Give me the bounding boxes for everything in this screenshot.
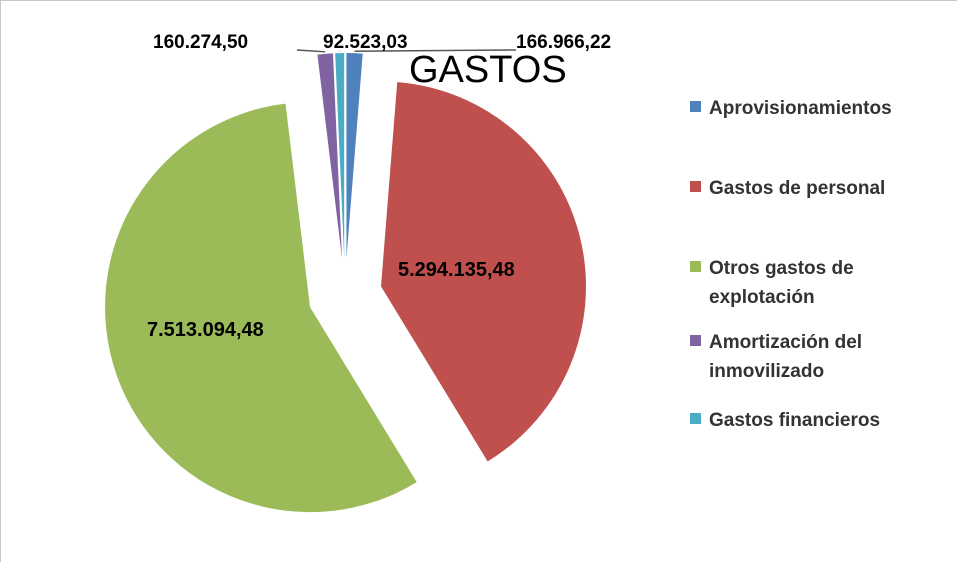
- legend-label: Aprovisionamientos: [709, 98, 892, 119]
- leader-line-aprovisionamientos: [354, 49, 517, 52]
- data-label-gastos-financieros: 92.523,03: [323, 32, 408, 53]
- chart-title: GASTOS: [409, 49, 567, 91]
- slice-gastos-personal: [380, 82, 586, 462]
- data-label-otros-gastos: 7.513.094,48: [147, 319, 264, 341]
- legend-label: Gastos financieros: [709, 410, 881, 431]
- slice-otros-gastos: [105, 103, 417, 513]
- slice-gastos-financieros: [335, 53, 345, 259]
- legend-item-amortizacion: Amortización del inmovilizado: [690, 328, 909, 386]
- leader-line-amortizacion: [296, 49, 326, 53]
- legend-swatch: [690, 261, 701, 272]
- legend-swatch: [690, 181, 701, 192]
- leader-lines: [296, 49, 517, 53]
- legend-swatch: [690, 413, 701, 424]
- legend-swatch: [690, 101, 701, 112]
- data-label-amortizacion: 160.274,50: [153, 32, 248, 53]
- slice-amortizacion: [317, 53, 342, 259]
- legend-item-gastos-personal: Gastos de personal: [690, 174, 944, 203]
- legend-item-aprovisionamientos: Aprovisionamientos: [690, 94, 944, 123]
- legend-label: Otros gastos de explotación: [709, 258, 854, 308]
- legend-item-gastos-financieros: Gastos financieros: [690, 406, 944, 435]
- legend-swatch: [690, 335, 701, 346]
- legend-item-otros-gastos: Otros gastos de explotación: [690, 254, 899, 312]
- legend-label: Gastos de personal: [709, 178, 886, 199]
- data-label-aprovisionamientos: 166.966,22: [516, 32, 611, 53]
- pie-slices: [105, 53, 586, 513]
- slice-aprovisionamientos: [346, 53, 363, 259]
- data-label-gastos-personal: 5.294.135,48: [398, 259, 515, 281]
- legend-label: Amortización del inmovilizado: [709, 332, 863, 382]
